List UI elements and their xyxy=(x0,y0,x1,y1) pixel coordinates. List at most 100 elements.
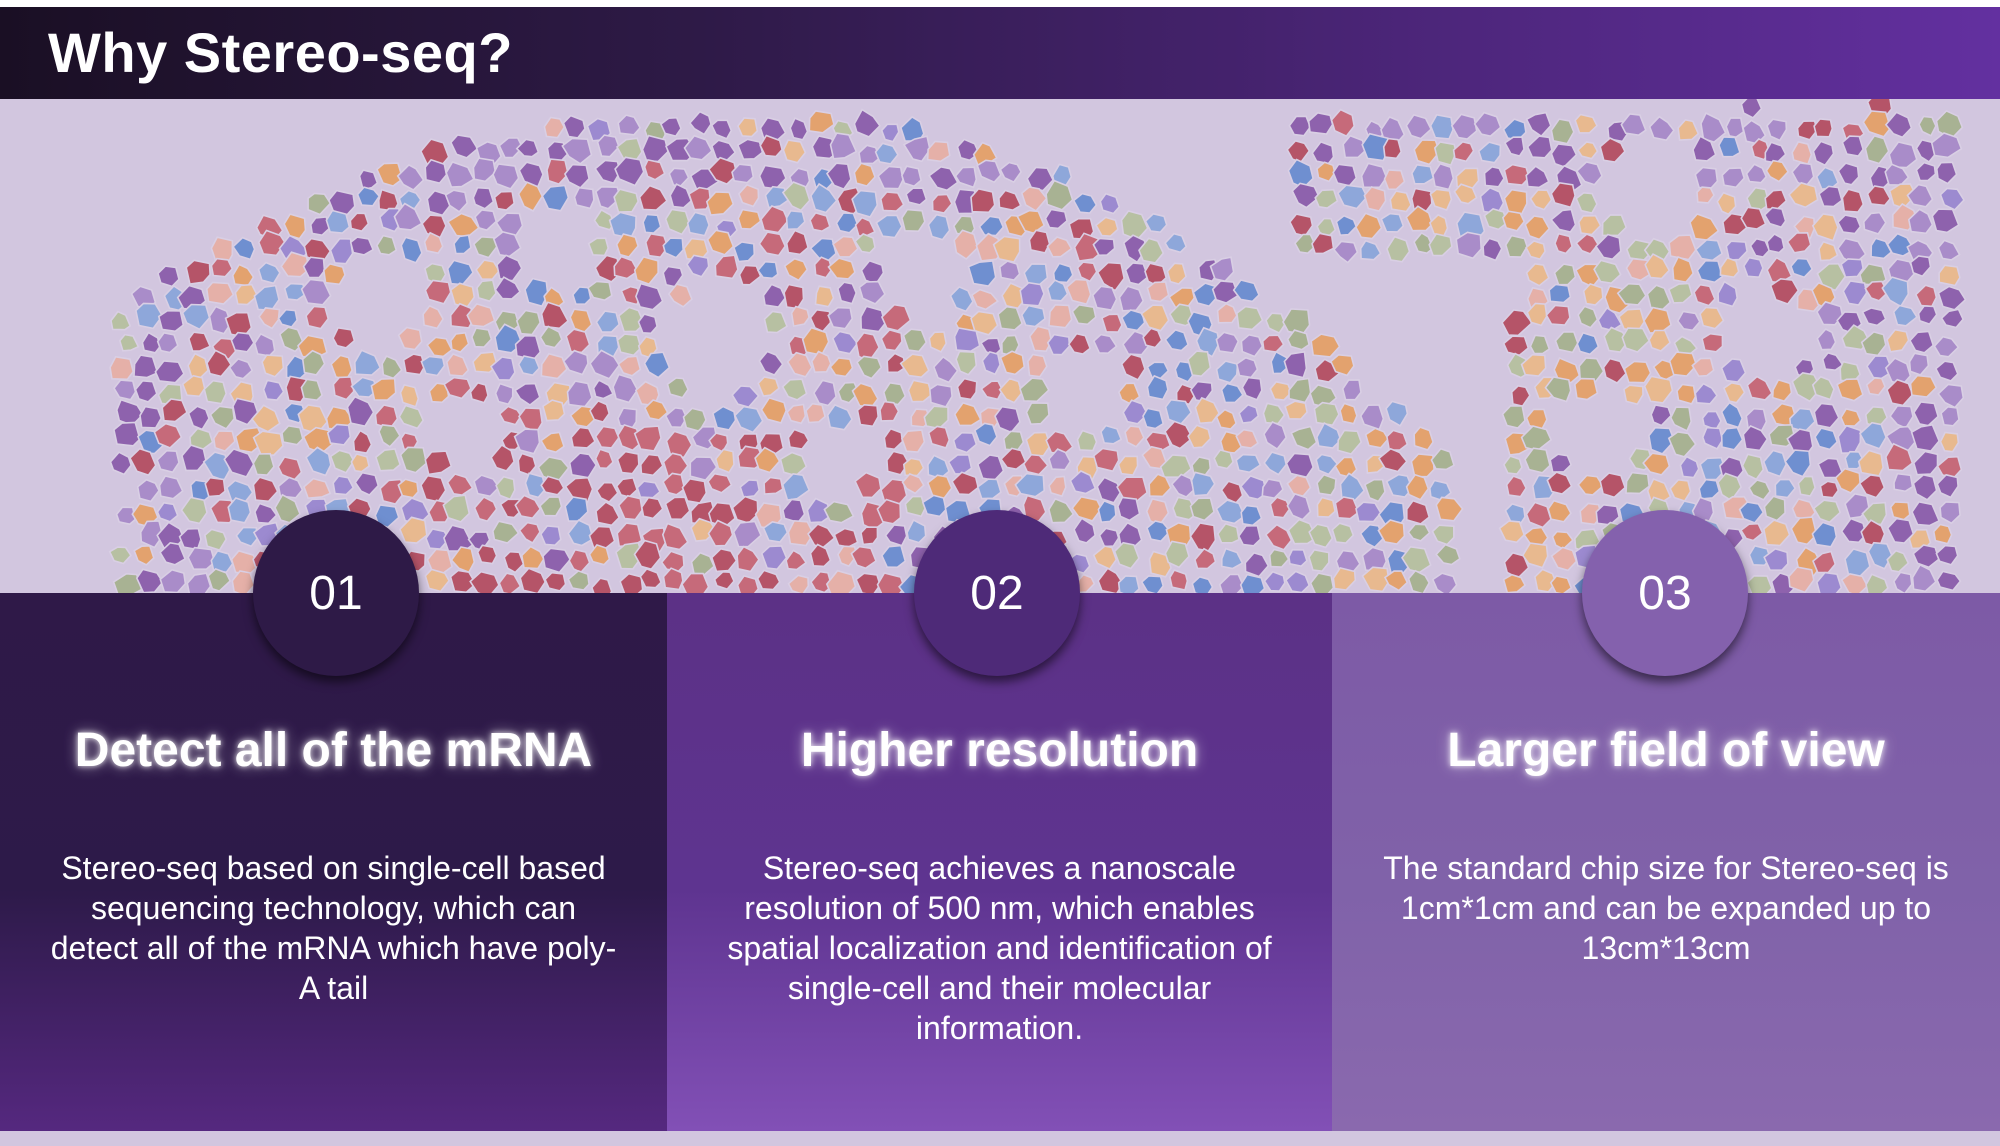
tissue-cell xyxy=(544,571,567,592)
tissue-cell xyxy=(1336,184,1368,210)
tissue-cell xyxy=(1576,141,1599,160)
tissue-cell xyxy=(714,448,735,474)
tissue-cell xyxy=(1912,544,1940,569)
tissue-cell xyxy=(739,479,761,499)
tissue-cell xyxy=(1791,140,1813,166)
tissue-cell xyxy=(332,326,356,349)
tissue-cell xyxy=(731,495,759,524)
tissue-cell xyxy=(707,472,733,494)
tissue-cell xyxy=(1026,166,1055,192)
tissue-cell xyxy=(1285,452,1315,479)
tissue-cell xyxy=(831,235,859,258)
tissue-cell xyxy=(953,401,982,427)
tissue-cell xyxy=(1889,501,1911,521)
tissue-cell xyxy=(450,331,470,354)
tissue-cell xyxy=(1072,192,1098,214)
tissue-cell xyxy=(643,399,669,421)
tissue-cell xyxy=(1573,377,1599,401)
tissue-cell xyxy=(786,403,807,425)
tissue-cell xyxy=(1332,240,1359,264)
tissue-cell xyxy=(1189,497,1215,522)
tissue-cell xyxy=(1361,566,1390,593)
tissue-cell xyxy=(205,281,235,305)
tissue-cell xyxy=(1308,549,1330,573)
tissue-cell xyxy=(1124,425,1145,448)
tissue-cell xyxy=(1028,229,1051,254)
tissue-cell xyxy=(1146,520,1172,543)
tissue-cell xyxy=(1429,188,1453,211)
tissue-cell xyxy=(809,543,832,568)
tissue-cell xyxy=(1616,282,1647,306)
tissue-cell xyxy=(633,425,662,452)
tissue-cell xyxy=(397,326,423,351)
tissue-cell xyxy=(1453,183,1478,205)
tissue-cell xyxy=(1309,572,1335,593)
tissue-cell xyxy=(1503,163,1531,186)
tissue-cell xyxy=(954,166,978,189)
tissue-cell xyxy=(567,519,595,547)
tissue-cell xyxy=(1329,353,1355,377)
tissue-cell xyxy=(469,570,500,593)
tissue-cell xyxy=(156,501,179,523)
tissue-cell xyxy=(781,378,808,401)
tissue-cell xyxy=(787,428,810,450)
tissue-cell xyxy=(1385,473,1414,498)
bottom-strip xyxy=(0,1131,2000,1146)
tissue-cell xyxy=(906,519,927,544)
tissue-cell xyxy=(262,379,285,401)
tissue-cell xyxy=(1886,328,1910,353)
tissue-cell xyxy=(1335,214,1358,237)
tissue-cell xyxy=(1821,351,1844,372)
tissue-cell xyxy=(1912,450,1939,476)
tissue-cell xyxy=(1098,527,1120,548)
tissue-cell xyxy=(1746,574,1773,593)
tissue-cell xyxy=(1220,382,1244,404)
tissue-cell xyxy=(1240,504,1263,527)
tissue-cell xyxy=(543,116,566,139)
tissue-cell xyxy=(854,216,876,237)
tissue-cell xyxy=(305,446,332,477)
tissue-cell xyxy=(781,181,811,212)
tissue-cell xyxy=(540,352,568,380)
tissue-cell xyxy=(398,516,428,544)
tissue-cell xyxy=(519,567,547,593)
tissue-cell xyxy=(261,354,285,378)
tissue-cell xyxy=(1915,161,1937,182)
tissue-cell xyxy=(157,309,185,333)
tissue-cell xyxy=(1862,211,1887,235)
tissue-cell xyxy=(181,444,207,472)
tissue-cell xyxy=(281,424,304,446)
tissue-cell xyxy=(1069,470,1097,495)
tissue-cell xyxy=(760,545,788,571)
tissue-cell xyxy=(827,257,856,280)
tissue-cell xyxy=(1433,141,1458,167)
tissue-cell xyxy=(781,472,811,501)
tissue-cell xyxy=(1935,544,1959,566)
tissue-cell xyxy=(1716,191,1737,216)
tissue-cell xyxy=(1743,256,1764,279)
tissue-cell xyxy=(1288,548,1308,567)
tissue-cell xyxy=(823,500,855,524)
tissue-cell xyxy=(1679,455,1700,479)
tissue-cell xyxy=(633,255,660,286)
tissue-cell xyxy=(1740,99,1763,119)
tissue-cell xyxy=(813,256,833,279)
tissue-cell xyxy=(134,379,158,403)
tissue-cell xyxy=(668,167,690,187)
tissue-cell xyxy=(1677,119,1700,141)
tissue-cell xyxy=(1548,283,1572,304)
tissue-cell xyxy=(810,570,833,593)
tissue-cell xyxy=(970,187,996,214)
tissue-cell xyxy=(1194,547,1217,570)
tissue-cell xyxy=(1354,212,1383,240)
tissue-cell xyxy=(1840,573,1869,593)
tissue-cell xyxy=(1307,111,1334,135)
tissue-cell xyxy=(227,497,252,524)
tissue-cell xyxy=(951,471,980,496)
tissue-cell xyxy=(1932,523,1953,545)
tissue-cell xyxy=(880,303,912,332)
tissue-cell xyxy=(471,327,493,348)
tissue-cell xyxy=(277,308,298,328)
tissue-cell xyxy=(1364,427,1390,449)
tissue-cell xyxy=(1550,208,1577,233)
